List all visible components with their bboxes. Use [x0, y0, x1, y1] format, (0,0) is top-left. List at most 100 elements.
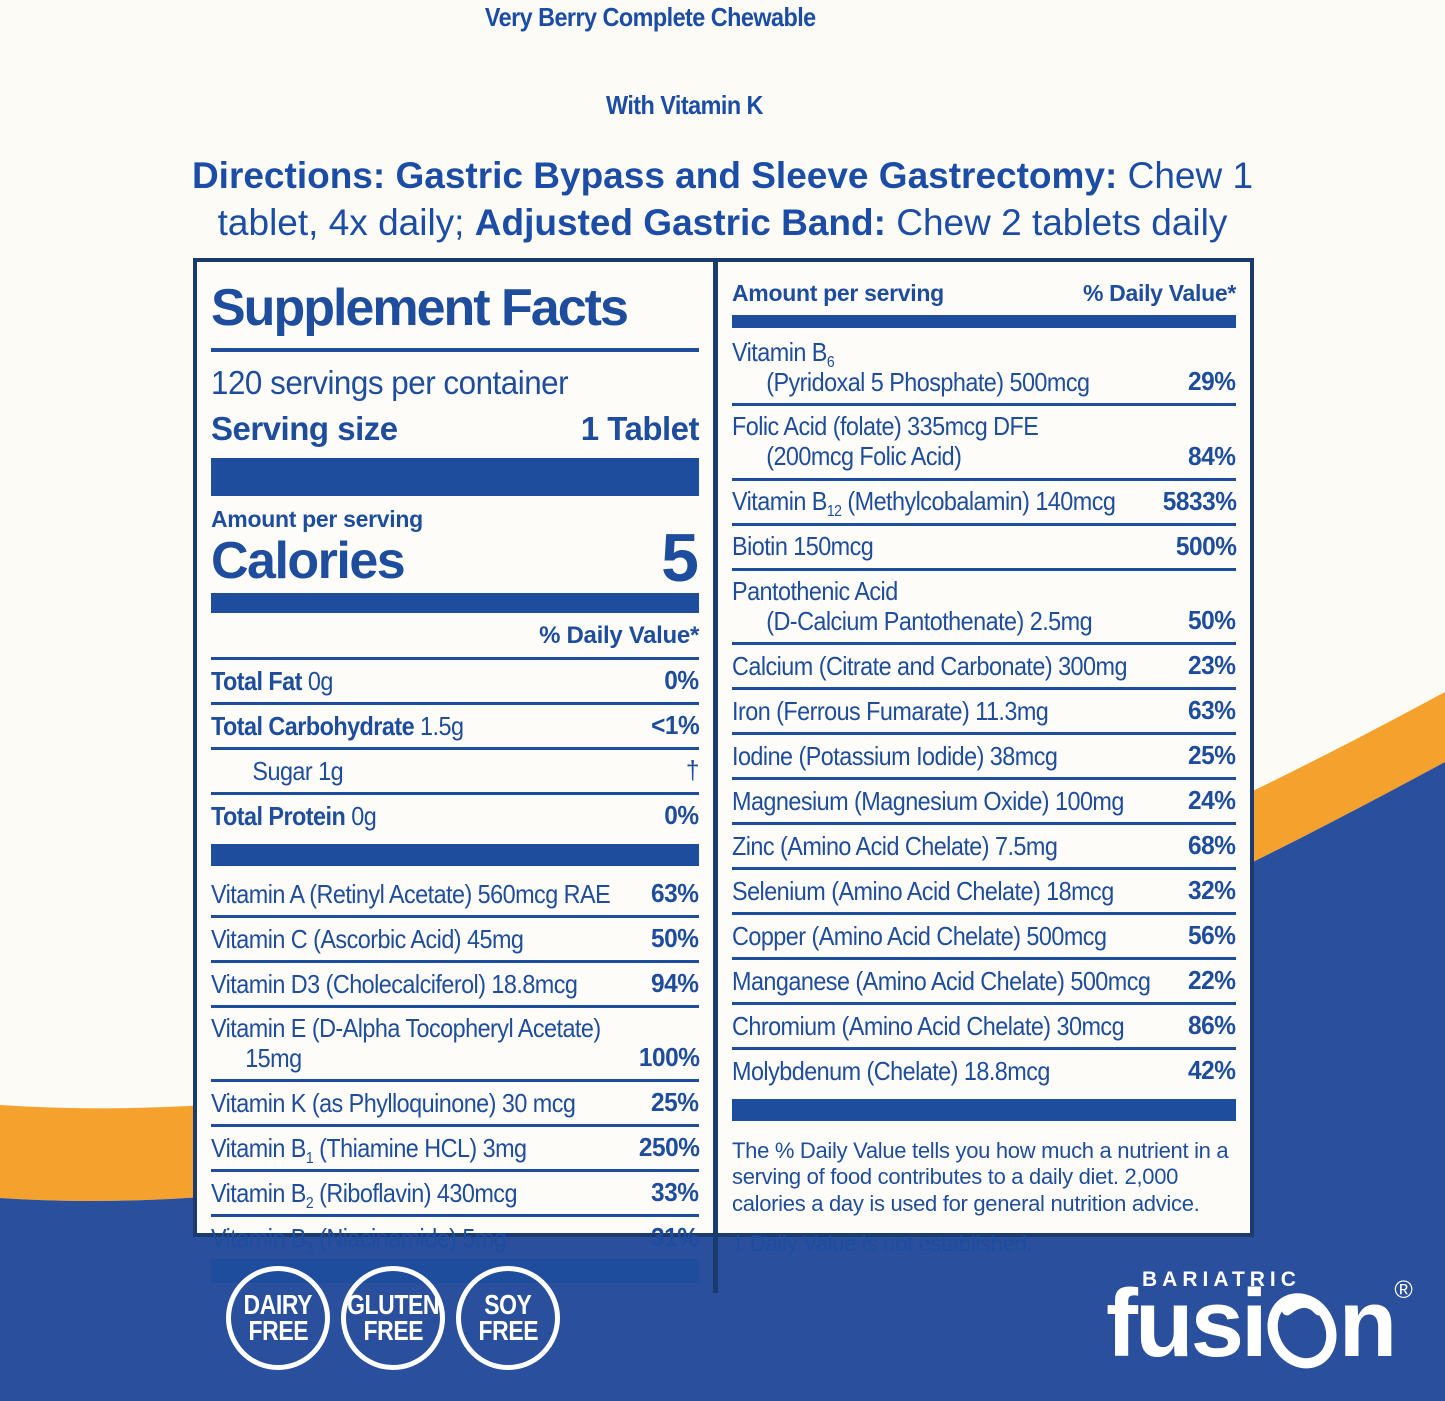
daily-value: 50% [651, 922, 699, 953]
directions-line-1: Directions: Gastric Bypass and Sleeve Ga… [191, 155, 1254, 196]
nutrient-row: Vitamin B3 (Niacinamide) 5mg 31% [211, 1214, 699, 1259]
serving-size-row: Serving size 1 Tablet [211, 410, 700, 448]
nutrient-name: Total Protein 0g [211, 800, 377, 831]
nutrient-row: Chromium (Amino Acid Chelate) 30mcg 86% [732, 1001, 1236, 1047]
nutrient-name: Vitamin C (Ascorbic Acid) 45mg [211, 923, 524, 954]
daily-value-footnote: The % Daily Value tells you how much a n… [732, 1137, 1229, 1216]
divider-bar [732, 315, 1236, 328]
daily-value: 23% [1188, 649, 1236, 680]
macro-rows: Total Fat 0g 0% Total Carbohydrate 1.5g … [211, 660, 699, 837]
nutrient-row: Selenium (Amino Acid Chelate) 18mcg 32% [732, 866, 1236, 912]
nutrient-name: Vitamin A (Retinyl Acetate) 560mcg RAE [211, 878, 611, 909]
nutrient-row: Total Fat 0g 0% [211, 660, 699, 702]
nutrient-name: Molybdenum (Chelate) 18.8mcg [732, 1055, 1050, 1086]
divider-bar [211, 843, 699, 866]
daily-value: † [685, 754, 700, 785]
divider-bar [732, 1098, 1236, 1121]
daily-value: 63% [651, 877, 699, 908]
nutrient-row: Molybdenum (Chelate) 18.8mcg 42% [732, 1046, 1236, 1092]
daily-value: 250% [638, 1132, 699, 1163]
nutrient-row: Biotin 150mcg 500% [732, 522, 1236, 568]
nutrient-row: Sugar 1g † [211, 746, 700, 792]
nutrient-name: Iron (Ferrous Fumarate) 11.3mg [732, 695, 1049, 726]
nutrient-row: Iron (Ferrous Fumarate) 11.3mg 63% [732, 686, 1236, 732]
nutrient-name: Vitamin K (as Phylloquinone) 30 mcg [211, 1087, 576, 1118]
thick-divider-bar [211, 458, 699, 496]
daily-value: 86% [1188, 1009, 1236, 1040]
nutrient-row: Vitamin B2 (Riboflavin) 430mcg 33% [211, 1169, 699, 1214]
blue-footer-shape [0, 762, 1445, 1401]
daily-value: 56% [1188, 919, 1236, 950]
nutrient-name: Vitamin D3 (Cholecalciferol) 18.8mcg [211, 968, 578, 999]
nutrient-name: Vitamin B1 (Thiamine HCL) 3mg [211, 1132, 527, 1168]
nutrient-row: Folic Acid (folate) 335mcg DFE (200mcg F… [732, 403, 1236, 477]
supplement-facts-panel: Supplement Facts 120 servings per contai… [193, 258, 1254, 1294]
free-badge: DAIRY FREE [226, 1266, 330, 1370]
product-title-line1: Very Berry Complete Chewable [484, 2, 816, 32]
daily-value: 0% [664, 664, 700, 695]
calories-label: Calories [211, 531, 406, 590]
nutrient-row: Zinc (Amino Acid Chelate) 7.5mg 68% [732, 821, 1236, 867]
amount-per-serving-header: Amount per serving [732, 280, 944, 306]
brand-logo: BARIATRIC fusi n® [1100, 1244, 1445, 1394]
nutrient-name: Vitamin B3 (Niacinamide) 5mg [211, 1222, 507, 1258]
nutrient-row: Magnesium (Magnesium Oxide) 100mg 24% [732, 776, 1236, 822]
nutrient-row: Pantothenic Acid (D-Calcium Pantothenate… [732, 567, 1236, 642]
daily-value-column-header: % Daily Value* [211, 613, 699, 660]
nutrient-name: Pantothenic Acid (D-Calcium Pantothenate… [732, 575, 1093, 636]
dagger-footnote: † Daily Value is not established. [732, 1231, 1033, 1257]
nutrient-name: Copper (Amino Acid Chelate) 500mcg [732, 920, 1107, 951]
nutrient-name: Chromium (Amino Acid Chelate) 30mcg [732, 1010, 1125, 1041]
nutrient-name: Total Carbohydrate 1.5g [211, 710, 464, 741]
orange-swoosh-shape [0, 692, 1445, 1202]
registered-mark: ® [1394, 1276, 1413, 1304]
daily-value: 22% [1188, 964, 1236, 995]
nutrient-name: Folic Acid (folate) 335mcg DFE (200mcg F… [732, 411, 1039, 472]
nutrient-name: Vitamin B12 (Methylcobalamin) 140mcg [732, 486, 1116, 521]
column-divider [713, 262, 718, 1294]
nutrient-name: Biotin 150mcg [732, 531, 874, 562]
daily-value: 33% [651, 1177, 699, 1208]
nutrient-row: Total Carbohydrate 1.5g <1% [211, 701, 699, 747]
daily-value: 29% [1188, 366, 1236, 397]
nutrient-name: Manganese (Amino Acid Chelate) 500mcg [732, 965, 1151, 996]
mineral-rows: Vitamin B6 (Pyridoxal 5 Phosphate) 500mc… [732, 332, 1236, 1092]
nutrient-row: Vitamin B1 (Thiamine HCL) 3mg 250% [211, 1124, 699, 1169]
nutrient-row: Manganese (Amino Acid Chelate) 500mcg 22… [732, 956, 1236, 1002]
daily-value: 32% [1188, 874, 1236, 905]
nutrient-name: Zinc (Amino Acid Chelate) 7.5mg [732, 830, 1058, 861]
product-title-line2: With Vitamin K [605, 90, 763, 120]
nutrient-row: Vitamin C (Ascorbic Acid) 45mg 50% [211, 914, 699, 960]
daily-value: 25% [651, 1087, 699, 1118]
free-badge: GLUTEN FREE [341, 1266, 445, 1370]
calories-value: 5 [661, 520, 699, 596]
nutrient-name: Vitamin E (D-Alpha Tocopheryl Acetate) 1… [211, 1012, 601, 1073]
daily-value: 24% [1188, 784, 1236, 815]
nutrient-row: Vitamin B6 (Pyridoxal 5 Phosphate) 500mc… [732, 332, 1236, 403]
serving-size-value: 1 Tablet [580, 410, 700, 447]
wordmark-part2: n [1338, 1270, 1398, 1377]
swirl-o-icon [1267, 1293, 1337, 1369]
amount-per-serving-label: Amount per serving [211, 506, 423, 532]
nutrient-row: Total Protein 0g 0% [211, 791, 699, 837]
nutrient-name: Sugar 1g [252, 755, 344, 786]
directions-line-2: tablet, 4x daily; Adjusted Gastric Band:… [217, 202, 1228, 244]
supplement-facts-heading: Supplement Facts [211, 272, 699, 352]
daily-value: 500% [1175, 530, 1236, 561]
daily-value-header: % Daily Value* [1082, 280, 1236, 306]
nutrient-row: Vitamin A (Retinyl Acetate) 560mcg RAE 6… [211, 873, 699, 915]
nutrient-name: Calcium (Citrate and Carbonate) 300mg [732, 650, 1127, 681]
daily-value: 31% [651, 1222, 699, 1253]
nutrient-name: Selenium (Amino Acid Chelate) 18mcg [732, 875, 1114, 906]
daily-value: 5833% [1162, 485, 1236, 516]
nutrient-name: Total Fat 0g [211, 665, 333, 696]
free-badges-group: DAIRY FREE GLUTEN FREE SOY FREE [226, 1266, 560, 1370]
daily-value: 68% [1188, 829, 1236, 860]
brand-wordmark: fusi n® [1106, 1266, 1413, 1381]
nutrient-name: Vitamin B6 (Pyridoxal 5 Phosphate) 500mc… [732, 337, 1090, 398]
divider-bar [211, 592, 699, 613]
daily-value: 50% [1188, 604, 1236, 635]
brand-name-small: BARIATRIC [1142, 1268, 1301, 1291]
